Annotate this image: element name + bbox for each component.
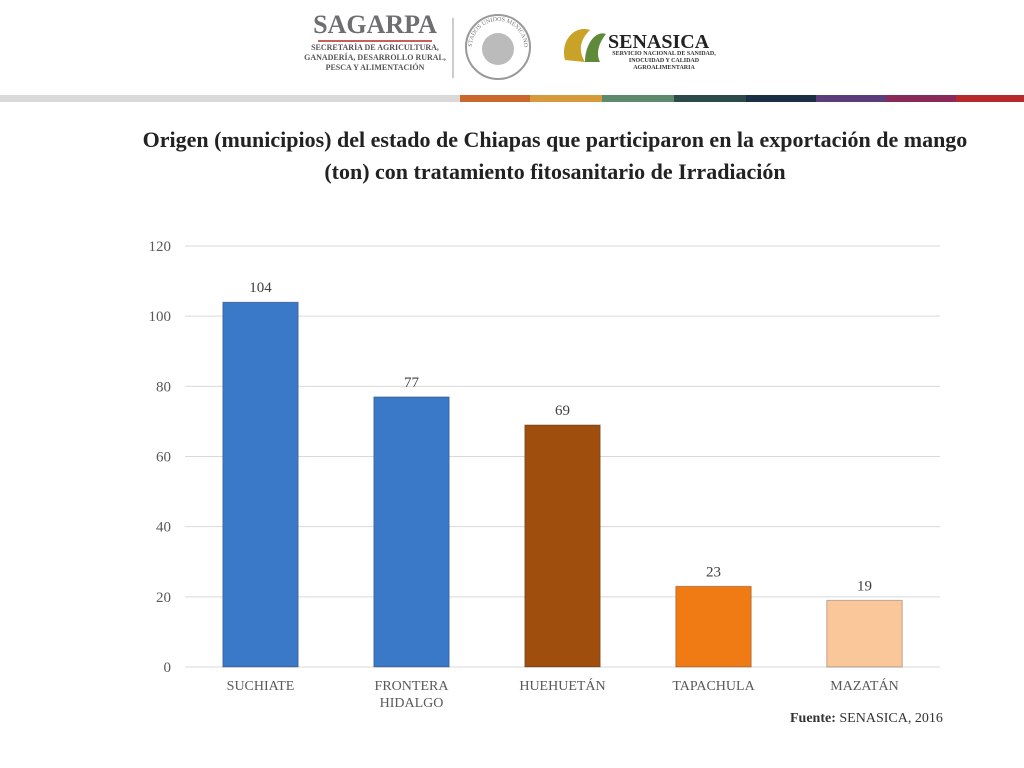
- seal: [465, 14, 531, 80]
- bar: [675, 585, 752, 668]
- sagarpa-subtitle: SECRETARÍA DE AGRICULTURA, GANADERÍA, DE…: [304, 43, 446, 72]
- x-tick-label: MAZATÁN: [830, 679, 899, 694]
- y-tick-label: 100: [149, 309, 172, 325]
- y-tick-label: 20: [156, 590, 171, 606]
- source: Fuente: SENASICA, 2016: [790, 711, 943, 727]
- y-tick-label: 120: [149, 239, 172, 255]
- sagarpa-sub-box: SECRETARÍA DE AGRICULTURA, GANADERÍA, DE…: [304, 43, 446, 72]
- source-text: SENASICA, 2016: [839, 711, 943, 726]
- seal-eagle: [482, 33, 514, 65]
- data-label: 23: [706, 564, 721, 580]
- header-bar: [886, 95, 956, 102]
- x-tick-label: FRONTERA HIDALGO: [374, 679, 449, 711]
- header-bar: [460, 95, 530, 102]
- data-label: 104: [249, 280, 272, 296]
- data-label: 19: [857, 578, 872, 594]
- sagarpa-logo: SAGARPA: [313, 10, 437, 39]
- x-tick-label: HUEHUETÁN: [519, 679, 606, 694]
- senasica-icon: [585, 33, 606, 62]
- y-tick-label: 60: [156, 450, 171, 466]
- y-tick-label: 80: [156, 379, 171, 395]
- x-tick-label: SUCHIATE: [226, 679, 295, 694]
- header-bar: [674, 95, 746, 102]
- header-bar: [0, 95, 460, 102]
- header-bar: [956, 95, 1024, 102]
- x-tick-label: TAPACHULA: [672, 679, 755, 694]
- header-bar: [816, 95, 886, 102]
- chart-title: Origen (municipios) del estado de Chiapa…: [142, 127, 968, 184]
- senasica-logo: SENASICA: [608, 31, 710, 53]
- senasica-sub-box: SERVICIO NACIONAL DE SANIDAD, INOCUIDAD …: [612, 51, 716, 71]
- header-bar: [602, 95, 674, 102]
- y-tick-label: 0: [164, 660, 172, 676]
- header-bar: [530, 95, 602, 102]
- senasica-icon: [564, 29, 590, 63]
- bar: [524, 424, 601, 668]
- source-label: Fuente:: [790, 711, 836, 726]
- bar: [373, 396, 450, 668]
- data-label: 77: [404, 375, 420, 391]
- y-tick-label: 40: [156, 520, 171, 536]
- senasica-subtitle: SERVICIO NACIONAL DE SANIDAD, INOCUIDAD …: [612, 51, 716, 71]
- bar: [826, 599, 903, 668]
- bar: [222, 301, 299, 668]
- data-label: 69: [555, 403, 570, 419]
- header-bar: [746, 95, 816, 102]
